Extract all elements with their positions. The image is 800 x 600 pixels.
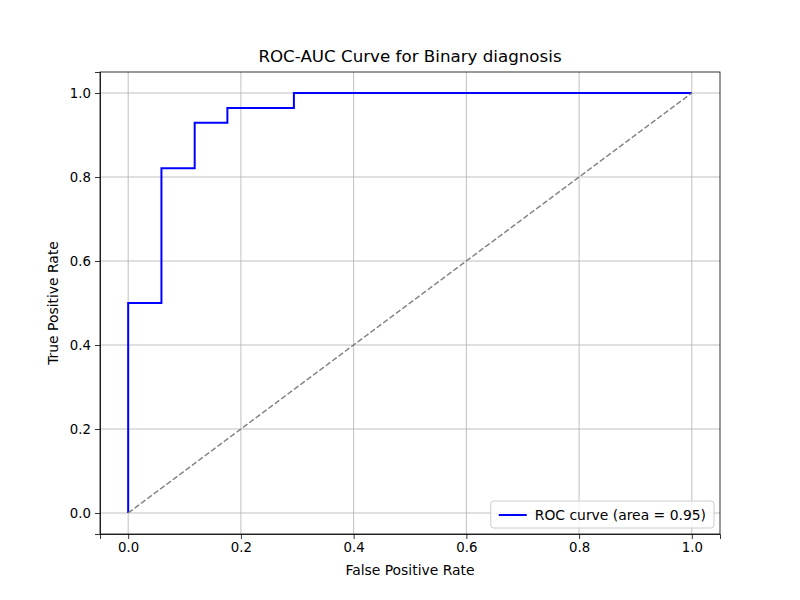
tick: 0.0	[70, 506, 100, 521]
tick-label: 0.4	[70, 338, 91, 353]
tick-mark	[128, 534, 129, 539]
legend-label: ROC curve (area = 0.95)	[535, 507, 706, 523]
tick: 1.0	[682, 534, 703, 555]
background	[0, 0, 800, 600]
tick-label: 0.2	[231, 540, 252, 555]
tick-mark	[241, 534, 242, 539]
legend: ROC curve (area = 0.95)	[491, 501, 714, 528]
tick-mark	[95, 261, 100, 262]
tick: 0.6	[456, 534, 477, 555]
tick-mark	[95, 429, 100, 430]
axis-line	[101, 535, 721, 540]
tick-mark	[692, 534, 693, 539]
tick-label: 0.6	[456, 540, 477, 555]
plot-frame	[100, 72, 720, 534]
tick-mark	[579, 534, 580, 539]
grid-line	[353, 72, 354, 534]
plot: 0.0 0.2 0.4 0.6 0.8 1.0 0.0 0.2 0.4 0.6 0.8 1.0	[70, 72, 721, 555]
tick-mark	[95, 177, 100, 178]
y-axis-label: True Positive Rate	[45, 241, 61, 366]
tick-label: 1.0	[682, 540, 703, 555]
legend-box	[491, 501, 714, 528]
tick-label: 0.0	[70, 506, 91, 521]
tick: 1.0	[70, 86, 100, 101]
tick-label: 0.8	[569, 540, 590, 555]
y-axis: 0.0 0.2 0.4 0.6 0.8 1.0	[70, 73, 101, 535]
tick-label: 0.2	[70, 422, 91, 437]
tick-label: 0.4	[344, 540, 365, 555]
legend-swatch	[499, 514, 527, 516]
grid-line	[691, 72, 692, 534]
tick: 0.4	[70, 338, 100, 353]
tick: 0.8	[70, 170, 100, 185]
x-axis: 0.0 0.2 0.4 0.6 0.8 1.0	[101, 534, 721, 555]
tick: 0.8	[569, 534, 590, 555]
tick-label: 0.6	[70, 254, 91, 269]
tick: 0.6	[70, 254, 100, 269]
series-group	[128, 93, 692, 513]
grid	[100, 72, 720, 534]
grid-line	[579, 72, 580, 534]
x-axis-label: False Positive Rate	[345, 562, 474, 578]
tick: 0.0	[118, 534, 139, 555]
tick-mark	[354, 534, 355, 539]
tick: 0.2	[70, 422, 100, 437]
chart: 0.0 0.2 0.4 0.6 0.8 1.0 0.0 0.2 0.4 0.6 0.8 1.0 ROC-…	[0, 0, 800, 600]
tick-mark	[95, 513, 100, 514]
series-line	[128, 93, 692, 513]
grid-line	[100, 429, 720, 430]
series-line	[128, 93, 692, 513]
grid-line	[100, 261, 720, 262]
grid-line	[100, 345, 720, 346]
grid-line	[100, 177, 720, 178]
tick-mark	[466, 534, 467, 539]
grid-line	[240, 72, 241, 534]
tick-mark	[95, 345, 100, 346]
title: ROC-AUC Curve for Binary diagnosis	[258, 46, 561, 66]
tick: 0.4	[344, 534, 365, 555]
tick-mark	[95, 93, 100, 94]
tick-label: 0.8	[70, 170, 91, 185]
tick-label: 1.0	[70, 86, 91, 101]
grid-line	[466, 72, 467, 534]
tick: 0.2	[231, 534, 252, 555]
tick-label: 0.0	[118, 540, 139, 555]
